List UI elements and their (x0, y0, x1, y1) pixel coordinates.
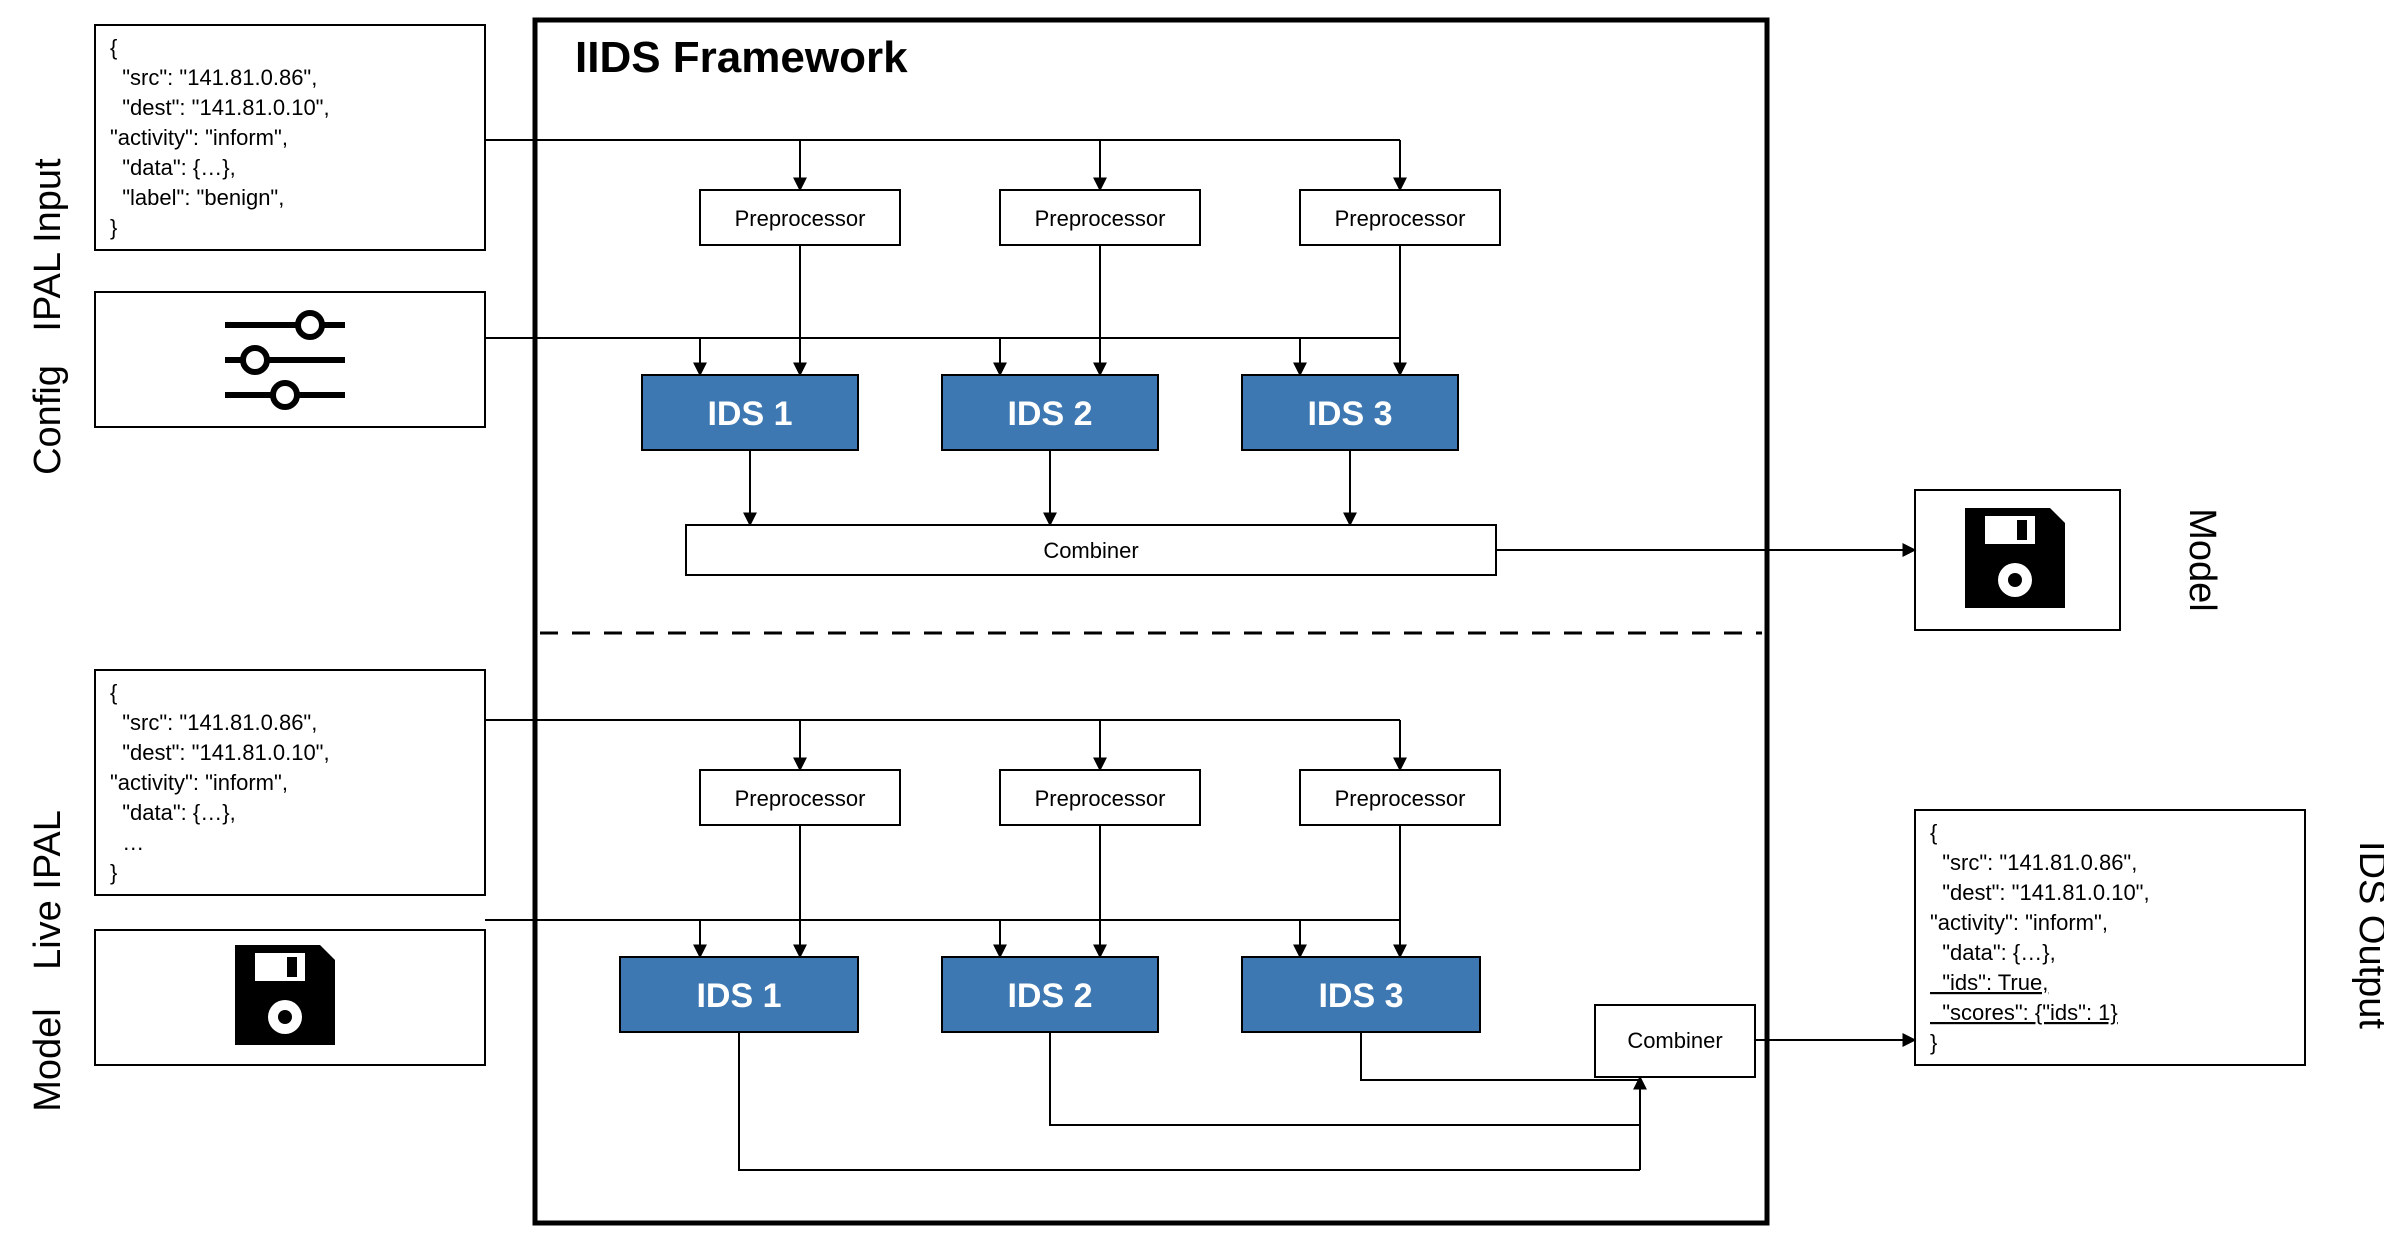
svg-text:"activity": "inform",: "activity": "inform", (1930, 910, 2108, 935)
svg-text:IDS 3: IDS 3 (1318, 977, 1403, 1015)
svg-text:IDS 2: IDS 2 (1007, 395, 1092, 433)
sliders-icon (225, 313, 345, 407)
live-ipal-label: Live IPAL (27, 810, 69, 970)
floppy-icon-right (1965, 508, 2065, 608)
svg-text:"src": "141.81.0.86",: "src": "141.81.0.86", (1930, 850, 2137, 875)
ids-output-box (1915, 810, 2305, 1065)
svg-text:"label": "benign",: "label": "benign", (110, 185, 284, 210)
iids-framework-diagram: IIDS Framework IPAL Input { "src": "141.… (0, 0, 2384, 1242)
svg-text:"dest": "141.81.0.10",: "dest": "141.81.0.10", (1930, 880, 2150, 905)
svg-text:"data": {…},: "data": {…}, (1930, 940, 2056, 965)
svg-text:{: { (1930, 820, 1937, 845)
svg-text:{: { (110, 680, 117, 705)
svg-text:Preprocessor: Preprocessor (1335, 206, 1466, 231)
svg-text:"ids": True,: "ids": True, (1930, 970, 2048, 995)
svg-text:}: } (110, 215, 117, 240)
svg-text:Preprocessor: Preprocessor (735, 206, 866, 231)
svg-text:IDS 1: IDS 1 (696, 977, 781, 1015)
bot-ids-blocks: IDS 1 IDS 2 IDS 3 (620, 957, 1480, 1032)
config-label: Config (27, 365, 69, 475)
svg-text:Preprocessor: Preprocessor (1035, 786, 1166, 811)
svg-text:…: … (110, 830, 144, 855)
svg-text:"activity": "inform",: "activity": "inform", (110, 125, 288, 150)
ids-output-label: IDS Output (2351, 841, 2384, 1029)
svg-text:"src": "141.81.0.86",: "src": "141.81.0.86", (110, 65, 317, 90)
floppy-icon-left (235, 945, 335, 1045)
svg-text:Preprocessor: Preprocessor (735, 786, 866, 811)
svg-text:Preprocessor: Preprocessor (1035, 206, 1166, 231)
svg-text:"dest": "141.81.0.10",: "dest": "141.81.0.10", (110, 740, 330, 765)
svg-text:Combiner: Combiner (1627, 1028, 1722, 1053)
svg-text:"scores": {"ids": 1}: "scores": {"ids": 1} (1930, 1000, 2118, 1025)
svg-text:"activity": "inform",: "activity": "inform", (110, 770, 288, 795)
svg-text:Combiner: Combiner (1043, 538, 1138, 563)
model-right-label: Model (2181, 508, 2223, 612)
svg-text:IDS 3: IDS 3 (1307, 395, 1392, 433)
framework-title: IIDS Framework (575, 33, 908, 82)
svg-text:{: { (110, 35, 117, 60)
svg-text:"data": {…},: "data": {…}, (110, 800, 236, 825)
svg-text:Preprocessor: Preprocessor (1335, 786, 1466, 811)
top-ids-blocks: IDS 1 IDS 2 IDS 3 (642, 375, 1458, 450)
svg-text:IDS 1: IDS 1 (707, 395, 792, 433)
svg-text:"data": {…},: "data": {…}, (110, 155, 236, 180)
svg-text:}: } (110, 860, 117, 885)
ipal-input-label: IPAL Input (27, 158, 69, 332)
svg-text:}: } (1930, 1030, 1937, 1055)
model-left-label: Model (27, 1008, 69, 1112)
svg-text:"src": "141.81.0.86",: "src": "141.81.0.86", (110, 710, 317, 735)
svg-text:"dest": "141.81.0.10",: "dest": "141.81.0.10", (110, 95, 330, 120)
svg-text:IDS 2: IDS 2 (1007, 977, 1092, 1015)
